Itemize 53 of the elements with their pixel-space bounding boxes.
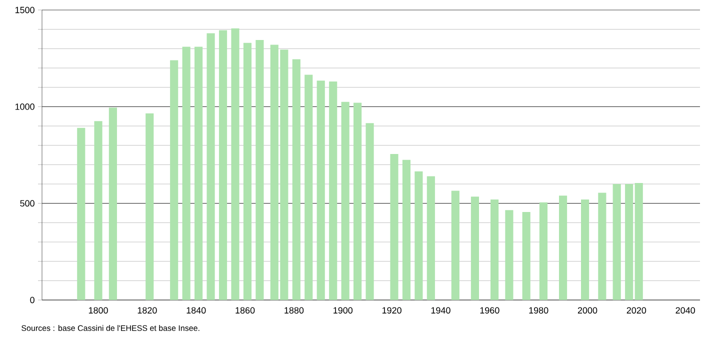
bar: [94, 121, 102, 300]
bar: [170, 60, 178, 300]
x-tick-label: 2040: [676, 307, 695, 314]
x-tick-label: 1900: [334, 307, 353, 314]
bar: [206, 33, 215, 300]
bar: [256, 40, 264, 300]
bar: [77, 128, 86, 300]
x-tick-label: 2000: [578, 307, 598, 314]
y-tick-label: 0: [30, 296, 34, 304]
bar: [194, 46, 203, 300]
bar: [402, 160, 411, 300]
bar: [316, 80, 325, 300]
y-tick-label: 500: [20, 200, 34, 207]
bar: [612, 184, 621, 300]
x-tick-label: 1820: [138, 307, 157, 314]
x-tick-label: 1840: [186, 307, 206, 314]
bar: [390, 154, 398, 300]
bar: [470, 196, 479, 300]
bar: [539, 202, 548, 300]
bar: [505, 210, 514, 300]
x-tick-label: 2020: [626, 307, 646, 314]
bar: [598, 192, 606, 300]
bar: [426, 176, 435, 300]
bar: [292, 59, 300, 300]
bar: [451, 190, 460, 300]
bar: [146, 113, 154, 300]
bar: [341, 102, 350, 300]
x-tick-label: 1920: [382, 307, 402, 314]
bar: [490, 199, 499, 300]
bar: [218, 30, 228, 300]
bar: [634, 183, 643, 300]
bar: [558, 196, 568, 300]
y-tick-label: 1000: [15, 103, 34, 110]
bar: [414, 171, 423, 300]
bar: [354, 102, 362, 300]
bar: [366, 123, 374, 300]
bar: [329, 82, 338, 300]
bar: [243, 42, 252, 300]
x-tick-label: 1980: [529, 307, 548, 314]
x-tick-label: 1800: [88, 307, 108, 314]
bar: [304, 74, 313, 300]
y-tick-label: 1500: [15, 6, 34, 14]
bar: [182, 46, 190, 300]
bar: [625, 184, 634, 300]
x-tick-label: 1880: [284, 307, 304, 314]
x-tick-label: 1940: [431, 307, 450, 314]
source-note: Sources : base Cassini de l'EHESS et base Insee.: [22, 325, 200, 331]
x-tick-label: 1860: [236, 307, 255, 314]
bar: [231, 28, 240, 300]
bar: [581, 199, 590, 300]
bar: [108, 108, 117, 300]
x-tick-label: 1960: [480, 307, 500, 314]
bar: [522, 212, 530, 300]
